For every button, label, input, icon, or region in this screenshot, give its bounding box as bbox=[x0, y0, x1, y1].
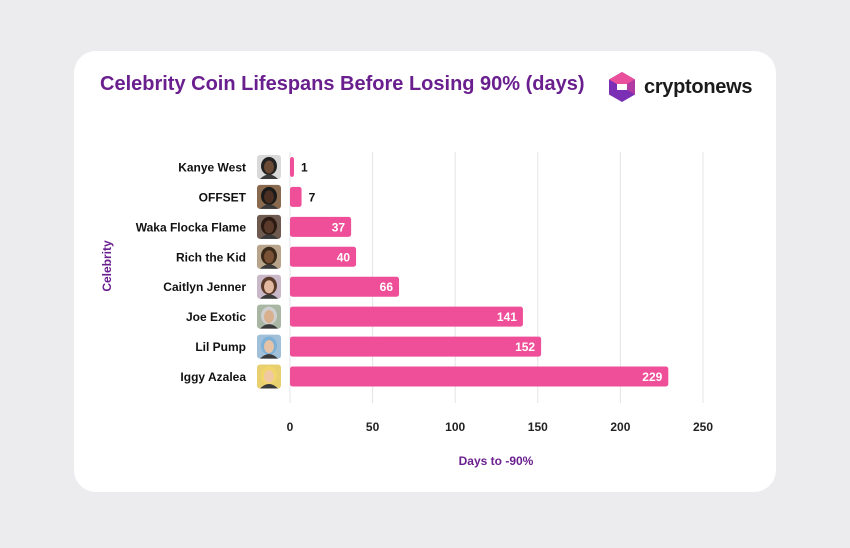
category-label: OFFSET bbox=[199, 190, 247, 204]
x-tick-label: 200 bbox=[610, 420, 630, 434]
avatar-rich-the-kid-icon bbox=[257, 244, 281, 269]
chart-card bbox=[74, 51, 776, 492]
avatar-kanye-west-icon bbox=[257, 155, 281, 179]
x-tick-label: 0 bbox=[287, 420, 294, 434]
avatar-caitlyn-jenner-icon bbox=[257, 274, 281, 299]
logo-wordmark: cryptonews bbox=[644, 75, 753, 98]
category-label: Waka Flocka Flame bbox=[136, 220, 247, 234]
bar bbox=[290, 306, 523, 327]
category-label: Lil Pump bbox=[195, 340, 246, 354]
bar-value-label: 141 bbox=[497, 310, 517, 324]
avatar-offset-icon bbox=[257, 184, 281, 209]
bar bbox=[290, 157, 294, 177]
category-label: Caitlyn Jenner bbox=[163, 280, 246, 294]
x-tick-label: 100 bbox=[445, 420, 465, 434]
bar-value-label: 40 bbox=[337, 250, 351, 264]
category-label: Joe Exotic bbox=[186, 310, 246, 324]
category-label: Iggy Azalea bbox=[180, 370, 246, 384]
bar bbox=[290, 216, 352, 237]
y-axis-label: Celebrity bbox=[100, 240, 114, 292]
x-tick-label: 150 bbox=[528, 420, 548, 434]
bar-value-label: 1 bbox=[301, 161, 308, 175]
x-tick-label: 250 bbox=[693, 420, 713, 434]
avatar-iggy-azalea-icon bbox=[257, 364, 281, 389]
bar bbox=[290, 366, 669, 387]
chart-title: Celebrity Coin Lifespans Before Losing 9… bbox=[100, 73, 585, 95]
avatar-lil-pump-icon bbox=[257, 334, 281, 359]
avatar-joe-exotic-icon bbox=[257, 304, 281, 329]
bar-value-label: 229 bbox=[642, 370, 662, 384]
category-label: Rich the Kid bbox=[176, 250, 246, 264]
bar bbox=[290, 246, 357, 267]
bar-value-label: 66 bbox=[380, 280, 394, 294]
bar-value-label: 37 bbox=[332, 220, 346, 234]
x-tick-label: 50 bbox=[366, 420, 380, 434]
avatar-waka-flocka-flame-icon bbox=[257, 214, 281, 239]
x-axis-label: Days to -90% bbox=[459, 454, 534, 468]
category-label: Kanye West bbox=[178, 161, 246, 175]
bar bbox=[290, 186, 302, 207]
bar bbox=[290, 336, 542, 357]
bar-value-label: 7 bbox=[309, 190, 316, 204]
bar-value-label: 152 bbox=[515, 340, 535, 354]
brand-logo: cryptonews bbox=[606, 71, 752, 103]
bar bbox=[290, 276, 400, 297]
cryptonews-logo-icon bbox=[609, 72, 635, 102]
